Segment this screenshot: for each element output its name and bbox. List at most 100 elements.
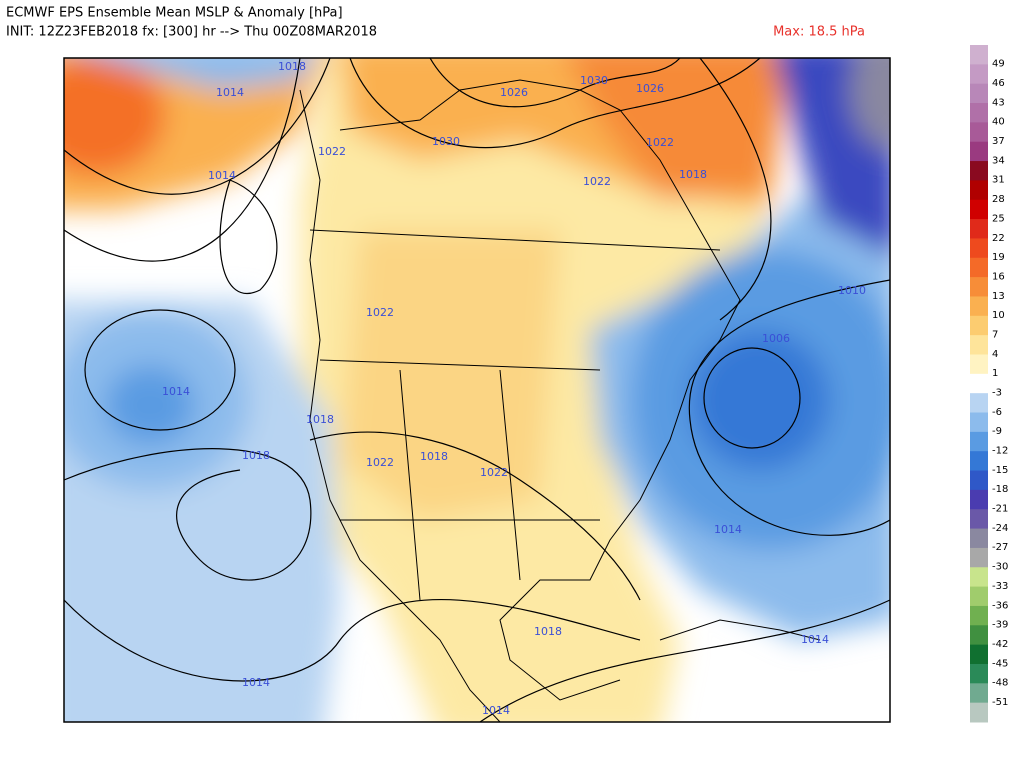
colorbar-label: -42 xyxy=(992,639,1008,650)
colorbar-swatch xyxy=(970,489,988,510)
contour-label: 1030 xyxy=(432,135,460,148)
colorbar-label: -21 xyxy=(992,504,1008,515)
colorbar-swatch xyxy=(970,683,988,704)
colorbar-swatch xyxy=(970,277,988,297)
contour-label: 1030 xyxy=(580,74,608,87)
contour-label: 1022 xyxy=(480,466,508,479)
colorbar-label: -6 xyxy=(992,407,1002,418)
colorbar-swatch xyxy=(970,644,988,665)
colorbar-swatch xyxy=(970,296,988,317)
colorbar-label: 10 xyxy=(992,310,1005,321)
contour-label: 1014 xyxy=(216,86,244,99)
colorbar-label: -18 xyxy=(992,484,1008,495)
colorbar-swatch xyxy=(970,528,988,549)
contour-label: 1026 xyxy=(636,82,664,95)
colorbar-swatch xyxy=(970,625,988,646)
colorbar-swatch xyxy=(970,567,988,588)
contour-label: 1018 xyxy=(534,625,562,638)
colorbar-swatch xyxy=(970,238,988,259)
colorbar-swatch xyxy=(970,547,988,568)
colorbar-label: -24 xyxy=(992,523,1008,534)
colorbar-label: 19 xyxy=(992,252,1005,263)
colorbar-label: -33 xyxy=(992,581,1008,592)
colorbar-label: 16 xyxy=(992,271,1005,282)
colorbar-swatch xyxy=(970,199,988,220)
colorbar-swatch xyxy=(970,335,988,355)
colorbar-swatch xyxy=(970,354,988,375)
colorbar-label: 4 xyxy=(992,349,998,360)
colorbar-swatch xyxy=(970,219,988,239)
colorbar-swatch xyxy=(970,509,988,530)
colorbar-label: 25 xyxy=(992,213,1005,224)
title: ECMWF EPS Ensemble Mean MSLP & Anomaly [… xyxy=(6,6,343,21)
contour-label: 1018 xyxy=(278,60,306,73)
colorbar-swatch xyxy=(970,451,988,472)
colorbar-label: -45 xyxy=(992,658,1008,669)
colorbar-swatch xyxy=(970,122,988,143)
colorbar-label: -30 xyxy=(992,562,1008,573)
colorbar-label: -51 xyxy=(992,697,1008,708)
subtitle: INIT: 12Z23FEB2018 fx: [300] hr --> Thu … xyxy=(6,25,377,40)
contour-label: 1006 xyxy=(762,332,790,345)
colorbar-swatch xyxy=(970,431,988,452)
colorbar-swatch xyxy=(970,180,988,201)
contour-label: 1022 xyxy=(366,306,394,319)
colorbar-label: 13 xyxy=(992,291,1005,302)
colorbar-swatch xyxy=(970,315,988,336)
colorbar-swatch xyxy=(970,373,988,394)
contour-label: 1018 xyxy=(242,449,270,462)
colorbar-swatch xyxy=(970,702,988,723)
colorbar-label: 1 xyxy=(992,368,998,379)
map-frame xyxy=(63,57,891,723)
contour-label: 1026 xyxy=(500,86,528,99)
anomaly-field xyxy=(64,58,890,722)
colorbar-label: -27 xyxy=(992,542,1008,553)
contour-label: 1014 xyxy=(482,704,510,717)
colorbar-label: 40 xyxy=(992,117,1005,128)
contour-label: 1022 xyxy=(318,145,346,158)
contour-label: 1010 xyxy=(838,284,866,297)
colorbar-label: 7 xyxy=(992,329,998,340)
coastlines xyxy=(299,79,821,722)
colorbar-label: 37 xyxy=(992,136,1005,147)
colorbar-swatch xyxy=(970,605,988,626)
contour-label: 1022 xyxy=(646,136,674,149)
colorbar-label: 31 xyxy=(992,175,1005,186)
contour-label: 1014 xyxy=(162,385,190,398)
colorbar-swatch xyxy=(970,586,988,607)
colorbar-swatch xyxy=(970,412,988,433)
contour-label: 1018 xyxy=(306,413,334,426)
contour-label: 1018 xyxy=(679,168,707,181)
colorbar-swatch xyxy=(970,64,988,85)
max-label: Max: 18.5 hPa xyxy=(773,25,865,40)
colorbar-swatch xyxy=(970,161,988,181)
colorbar-label: -9 xyxy=(992,426,1002,437)
contour-label: 1018 xyxy=(420,450,448,463)
colorbar-swatch xyxy=(970,141,988,162)
colorbar-swatch xyxy=(970,257,988,278)
colorbar-swatch xyxy=(970,83,988,104)
colorbar-label: 43 xyxy=(992,97,1005,108)
colorbar-label: -12 xyxy=(992,446,1008,457)
colorbar-label: -39 xyxy=(992,620,1008,631)
colorbar-swatch xyxy=(970,393,988,414)
contour-label: 1014 xyxy=(242,676,270,689)
isobars xyxy=(64,58,890,722)
colorbar-label: -3 xyxy=(992,388,1002,399)
colorbar-swatch xyxy=(970,45,988,65)
colorbar-swatch xyxy=(970,663,988,684)
colorbar-label: 49 xyxy=(992,59,1005,70)
colorbar-label: -48 xyxy=(992,678,1008,689)
contour-label: 1022 xyxy=(366,456,394,469)
contour-label: 1022 xyxy=(583,175,611,188)
colorbar-label: -15 xyxy=(992,465,1008,476)
colorbar-swatch xyxy=(970,470,988,491)
colorbar-label: 28 xyxy=(992,194,1005,205)
colorbar-label: 46 xyxy=(992,78,1005,89)
colorbar-swatch xyxy=(970,103,988,123)
contour-label: 1014 xyxy=(714,523,742,536)
contour-label: 1014 xyxy=(208,169,236,182)
contour-label: 1014 xyxy=(801,633,829,646)
colorbar-label: 34 xyxy=(992,155,1005,166)
colorbar-label: 22 xyxy=(992,233,1005,244)
